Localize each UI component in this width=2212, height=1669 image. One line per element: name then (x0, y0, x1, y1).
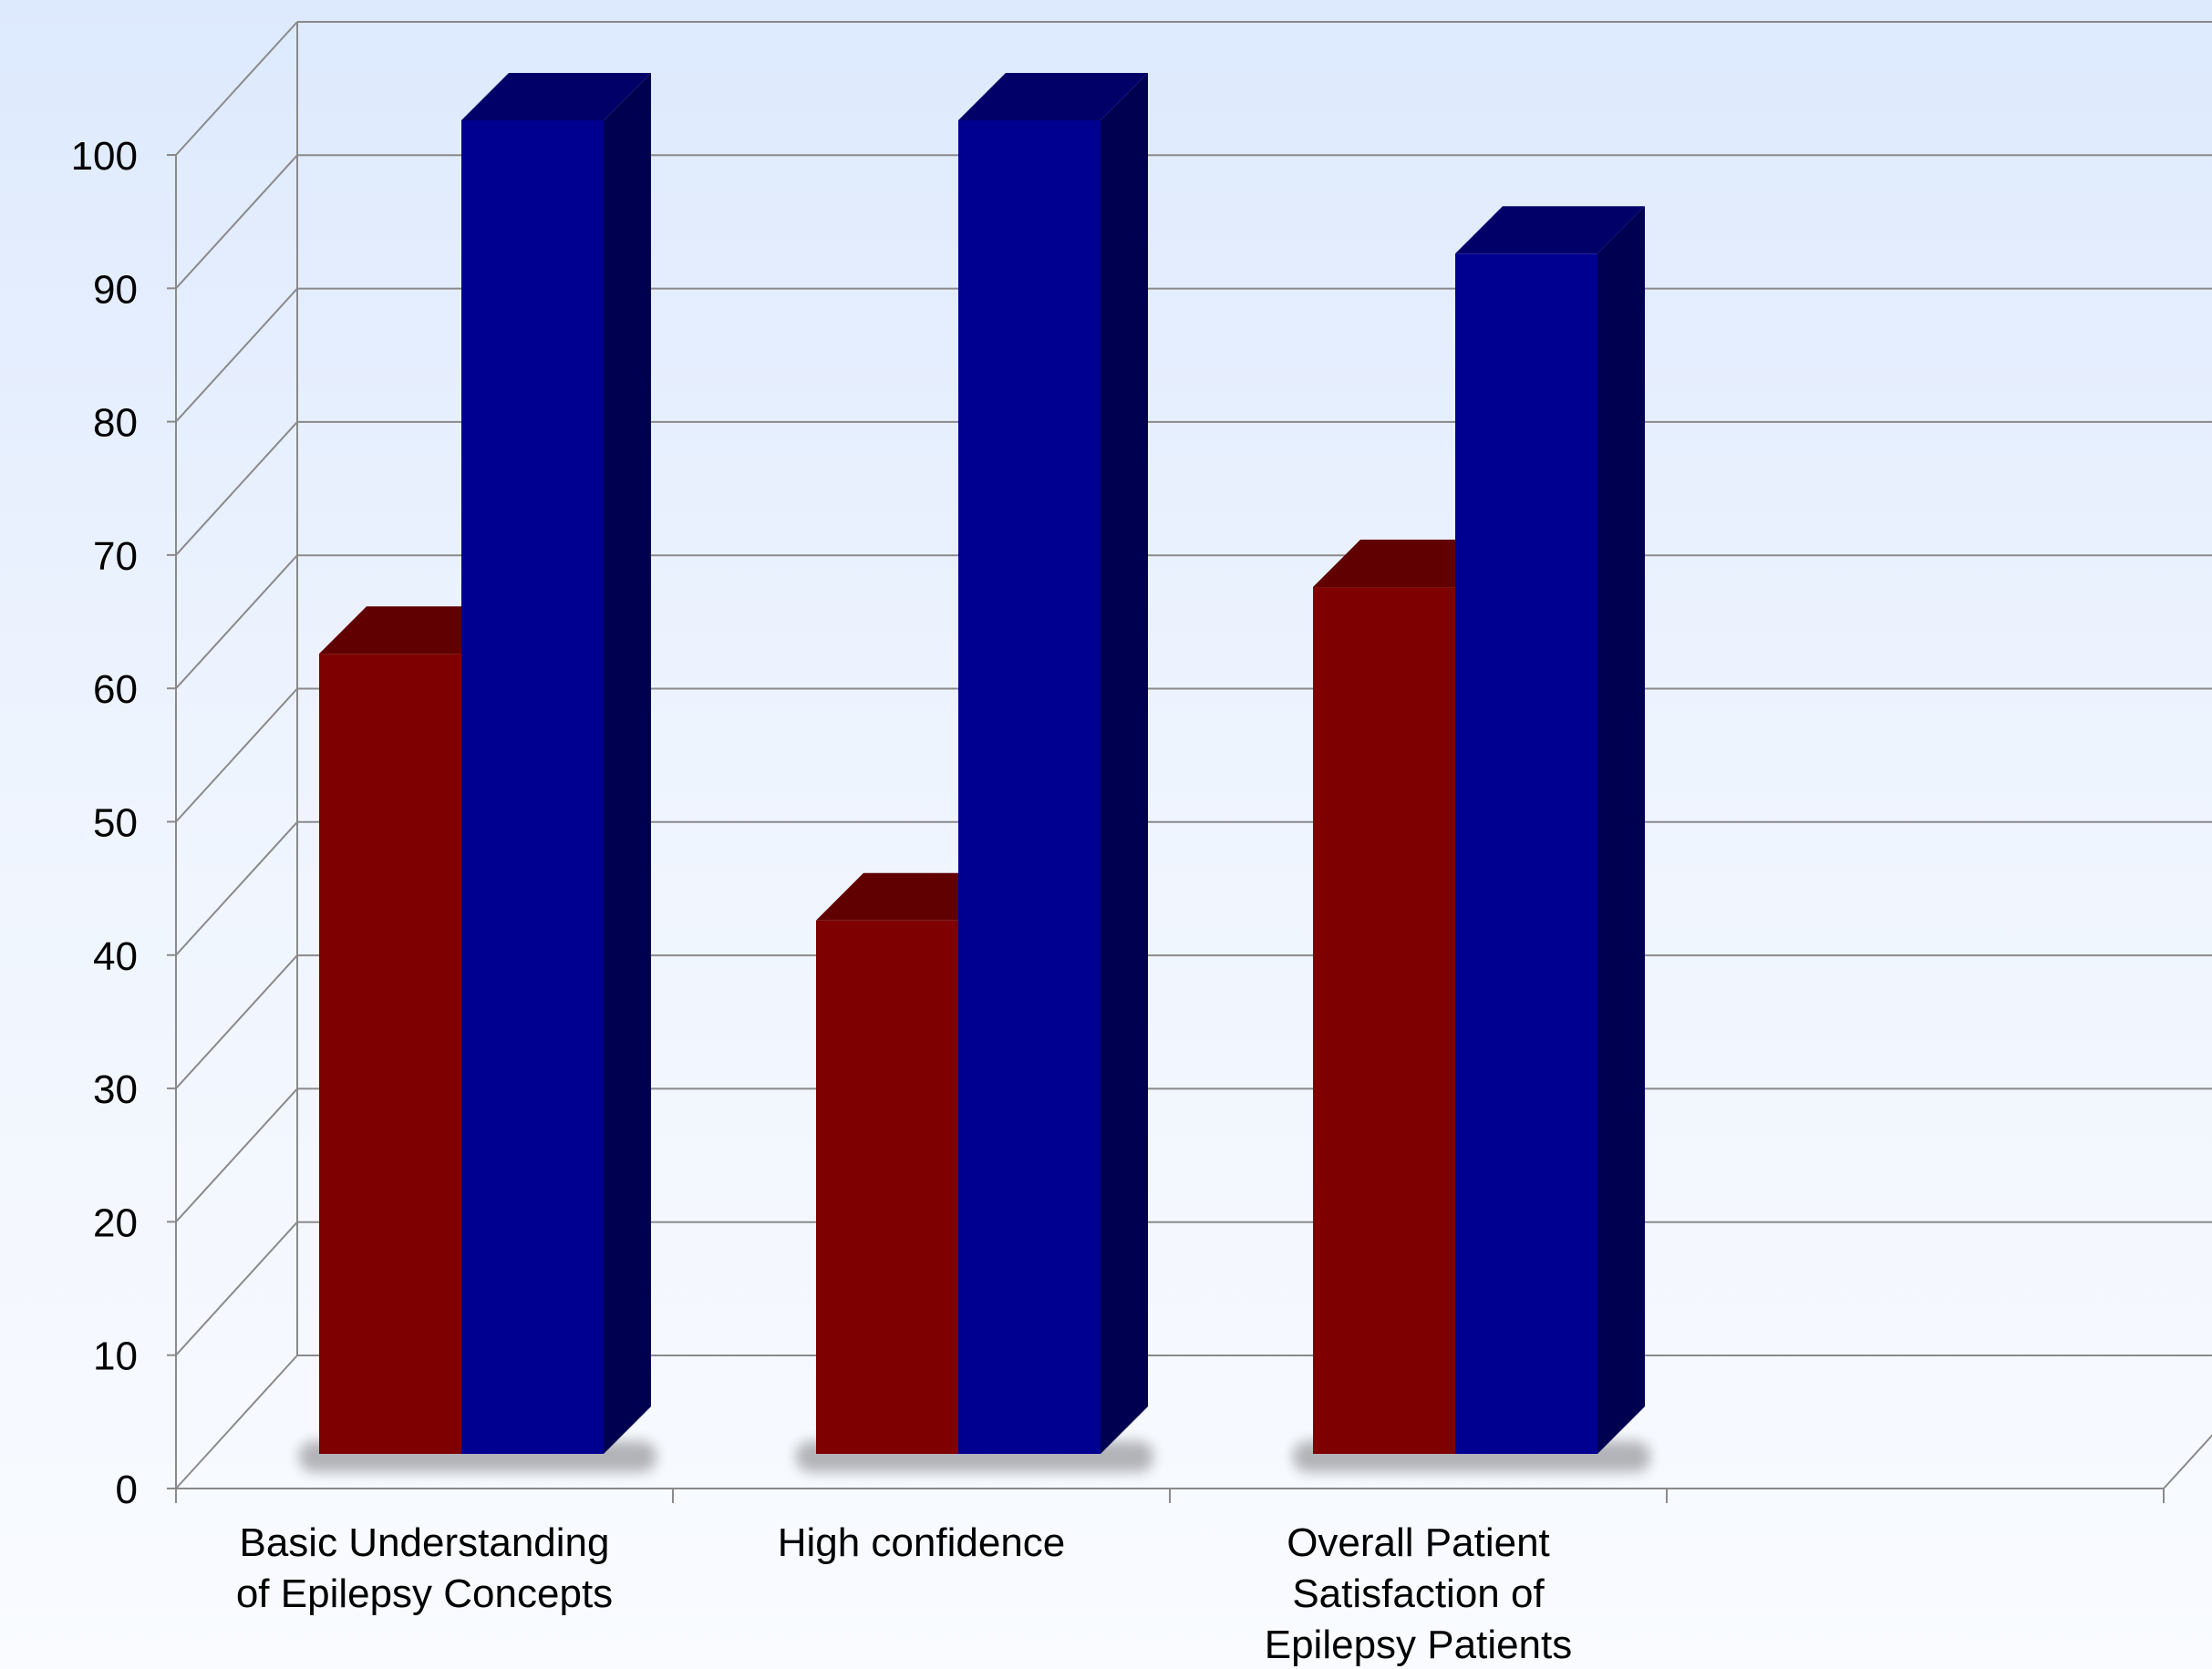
bar (1455, 206, 1645, 1454)
y-tick-label: 100 (71, 134, 138, 179)
y-tick-label: 70 (93, 534, 138, 579)
gridline-diagonal (175, 687, 298, 823)
x-tick-label: Overall Patient Satisfaction of Epilepsy P… (1265, 1520, 1573, 1667)
gridline-diagonal (175, 821, 298, 956)
bar-front (1455, 253, 1597, 1454)
bar (958, 73, 1148, 1454)
y-tick-label: 80 (93, 401, 138, 446)
y-tick-label: 20 (93, 1200, 138, 1245)
bar-front (1313, 587, 1455, 1454)
bar-top (461, 73, 651, 120)
gridline-diagonal (175, 287, 298, 423)
axis-labels: 0 10 20 30 40 50 60 70 80 90 100 Basic Understandin… (71, 134, 1573, 1667)
bar-side (1101, 73, 1148, 1454)
x-tick-label-line: of Epilepsy Concepts (236, 1571, 613, 1616)
y-tick-label: 10 (93, 1334, 138, 1379)
bar-side (1597, 206, 1645, 1454)
x-tick-label-line: High confidence (778, 1520, 1066, 1565)
bar-side (604, 73, 651, 1454)
x-tick-label: High confidence (778, 1520, 1066, 1565)
gridline-diagonal (175, 421, 298, 556)
bar-top (1455, 206, 1645, 254)
bar-front (461, 120, 604, 1454)
x-tick-label-line: Satisfaction of (1292, 1571, 1545, 1616)
y-tick-label: 0 (116, 1468, 138, 1512)
x-tick-label-line: Basic Understanding (239, 1520, 609, 1565)
x-tick-label-line: Overall Patient (1287, 1520, 1550, 1565)
floor-right-edge (2163, 1434, 2212, 1489)
gridline-diagonal (175, 1087, 298, 1223)
y-tick-label: 90 (93, 267, 138, 312)
axes (167, 154, 2212, 1503)
y-tick-label: 50 (93, 801, 138, 846)
gridline-diagonal (175, 554, 298, 689)
bar-front (816, 920, 958, 1454)
gridline-diagonal (175, 1221, 298, 1356)
bars (299, 73, 1650, 1472)
gridline-diagonal (175, 154, 298, 289)
bar (461, 73, 651, 1454)
y-tick-label: 30 (93, 1067, 138, 1112)
y-tick-label: 40 (93, 934, 138, 979)
bar-front (958, 120, 1101, 1454)
gridline-diagonal (175, 954, 298, 1089)
bar-front (319, 654, 461, 1454)
bar-top (958, 73, 1148, 120)
gridline-diagonal (175, 21, 298, 156)
x-tick-label: Basic Understanding of Epilepsy Concepts (236, 1520, 613, 1616)
x-tick-label-line: Epilepsy Patients (1265, 1623, 1573, 1667)
gridline-diagonal (175, 1355, 298, 1489)
y-tick-label: 60 (93, 667, 138, 712)
